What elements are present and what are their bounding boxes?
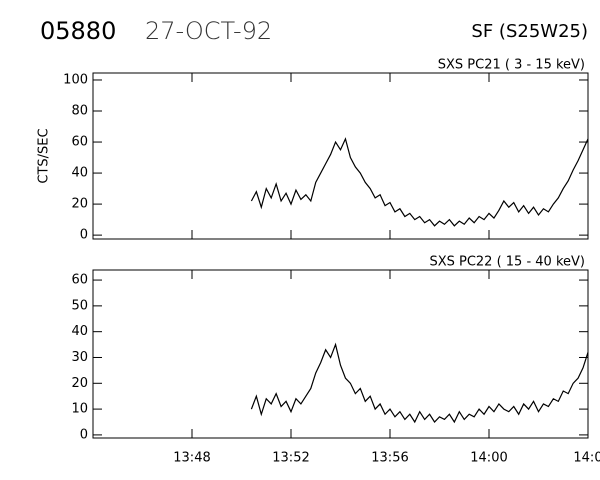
y-tick-label: 0 bbox=[80, 427, 88, 442]
header-id: 05880 bbox=[40, 17, 116, 45]
x-tick-label: 13:52 bbox=[272, 451, 309, 466]
panel-title: SXS PC22 ( 15 - 40 keV) bbox=[429, 255, 585, 270]
y-tick-label: 40 bbox=[71, 166, 88, 181]
data-line bbox=[250, 342, 589, 424]
y-tick-label: 80 bbox=[71, 104, 88, 119]
panel-title: SXS PC21 ( 3 - 15 keV) bbox=[438, 58, 585, 73]
header-event: SF (S25W25) bbox=[471, 21, 588, 42]
data-line bbox=[250, 137, 589, 227]
plot-frame bbox=[92, 269, 589, 439]
y-tick-label: 0 bbox=[80, 228, 88, 243]
x-tick-label: 14:00 bbox=[470, 451, 507, 466]
y-tick-label: 20 bbox=[71, 197, 88, 212]
plot-frame bbox=[92, 72, 589, 240]
y-tick-label: 30 bbox=[71, 350, 88, 365]
x-tick-label: 13:48 bbox=[173, 451, 210, 466]
y-tick-label: 50 bbox=[71, 298, 88, 313]
y-tick-label: 20 bbox=[71, 376, 88, 391]
header-date: 27-OCT-92 bbox=[145, 17, 272, 45]
x-tick-label: 14:0 bbox=[573, 451, 600, 466]
y-tick-label: 10 bbox=[71, 402, 88, 417]
y-tick-label: 40 bbox=[71, 324, 88, 339]
y-tick-label: 60 bbox=[71, 135, 88, 150]
y-tick-label: 100 bbox=[63, 72, 88, 87]
x-tick-label: 13:56 bbox=[371, 451, 408, 466]
y-axis-label: CTS/SEC bbox=[37, 128, 52, 183]
y-tick-label: 60 bbox=[71, 273, 88, 288]
